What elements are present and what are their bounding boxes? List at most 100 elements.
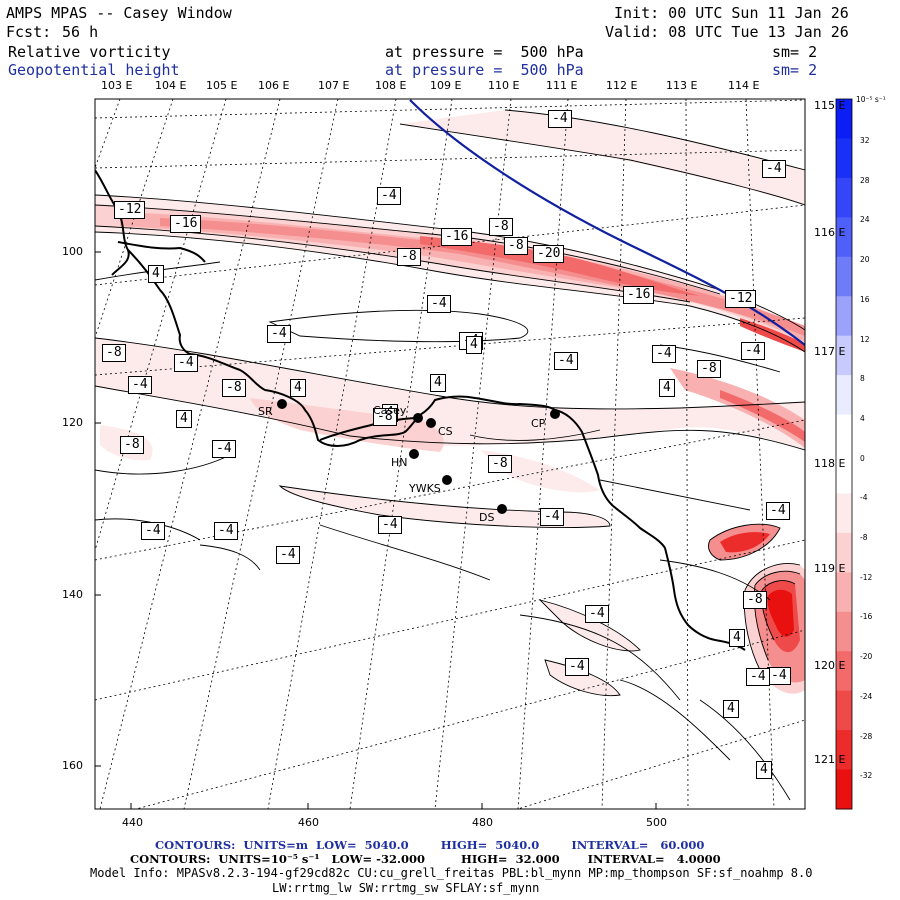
lon-label: 108 E — [375, 79, 407, 92]
colorbar-tick-label: -8 — [860, 533, 868, 542]
axis-ticks — [95, 251, 657, 809]
contour-label: -8 — [102, 344, 126, 362]
contour-label: -8 — [120, 436, 144, 454]
lon-label: 103 E — [101, 79, 133, 92]
parallel-line — [95, 149, 805, 169]
contour-label: -12 — [725, 290, 757, 308]
contour-label: -4 — [276, 546, 300, 564]
lon-label: 107 E — [318, 79, 350, 92]
colorbar-segment — [836, 177, 852, 218]
colorbar-segment — [836, 769, 852, 810]
colorbar-tick-label: 28 — [860, 175, 870, 185]
model-info-physics: LW:rrtmg_lw SW:rrtmg_sw SFLAY:sf_mynn — [272, 881, 540, 895]
station-hn-dot — [409, 449, 419, 459]
colorbar — [835, 98, 853, 810]
contour-label: 4 — [466, 336, 482, 354]
contour-label: -4 — [540, 508, 564, 526]
contour-label: -4 — [746, 668, 770, 686]
meridian-line — [601, 99, 627, 809]
field-2-name: Geopotential height — [8, 61, 180, 79]
station-cs-label: CS — [438, 425, 453, 438]
colorbar-tick-label: -4 — [860, 493, 868, 503]
parallel-line — [95, 204, 805, 286]
station-ywks-dot — [442, 475, 452, 485]
colorbar-segment — [836, 138, 852, 179]
contour-label: -8 — [373, 408, 397, 426]
lon-label: 110 E — [488, 79, 520, 92]
station-cs-dot — [426, 418, 436, 428]
y-axis-label: 140 — [62, 588, 83, 601]
colorbar-segment — [836, 375, 852, 416]
contour-label: -16 — [441, 228, 473, 246]
lon-label: 109 E — [430, 79, 462, 92]
meridian-line — [517, 99, 569, 809]
map-title: AMPS MPAS -- Casey Window — [6, 4, 232, 22]
colorbar-segment — [836, 572, 852, 613]
contour-label: -8 — [488, 455, 512, 473]
colorbar-tick-label: 16 — [860, 294, 870, 304]
lon-label: 106 E — [258, 79, 290, 92]
colorbar-segment — [836, 611, 852, 652]
colorbar-segment — [836, 217, 852, 258]
meridian-line — [685, 99, 689, 809]
lat-label: 121 E — [814, 753, 846, 766]
vorticity-contour-info: CONTOURS: UNITS=10⁻⁵ s⁻¹ LOW= -32.000 HI… — [130, 852, 721, 866]
x-axis-label: 460 — [298, 816, 319, 829]
meridian-line — [183, 99, 339, 809]
x-axis-label: 500 — [646, 816, 667, 829]
colorbar-segment — [836, 493, 852, 534]
map-layer — [95, 99, 805, 809]
field-1-level: at pressure = 500 hPa — [385, 43, 584, 61]
colorbar-segment — [836, 335, 852, 376]
x-axis-label: 440 — [122, 816, 143, 829]
graticule — [95, 99, 805, 809]
lat-label: 118 E — [814, 457, 846, 470]
colorbar-segment — [836, 651, 852, 692]
contour-label: -4 — [585, 605, 609, 623]
colorbar-unit: 10⁻⁵ s⁻¹ — [856, 95, 886, 104]
valid-time: Valid: 08 UTC Tue 13 Jan 26 — [605, 23, 849, 41]
contour-label: -4 — [267, 325, 291, 343]
colorbar-tick-label: 8 — [860, 374, 865, 384]
lon-label: 114 E — [728, 79, 760, 92]
y-axis-label: 100 — [62, 245, 83, 258]
forecast-hours: 56 h — [62, 23, 99, 41]
colorbar-tick-label: 12 — [860, 334, 870, 344]
contour-label: 4 — [430, 374, 446, 392]
colorbar-segment — [836, 256, 852, 297]
contour-label: -4 — [565, 658, 589, 676]
contour-label: 4 — [176, 410, 192, 428]
colorbar-tick-label: -16 — [860, 612, 873, 622]
meridian-line — [99, 99, 281, 809]
stations — [277, 399, 560, 514]
contour-label: 4 — [756, 761, 772, 779]
station-sr-label: SR — [258, 405, 273, 418]
contour-label: 4 — [659, 379, 675, 397]
contour-label: -4 — [212, 440, 236, 458]
contour-label: -20 — [533, 245, 565, 263]
lon-label: 112 E — [606, 79, 638, 92]
lon-label: 113 E — [666, 79, 698, 92]
contour-label: 4 — [729, 629, 745, 647]
contour-label: 4 — [723, 700, 739, 718]
lat-label: 117 E — [814, 345, 846, 358]
station-casey-label: Casey — [373, 404, 407, 417]
meridian-line — [745, 99, 775, 809]
colorbar-segment — [836, 532, 852, 573]
coastline — [95, 169, 746, 651]
parallel-line — [95, 419, 805, 561]
station-ds-label: DS — [479, 511, 495, 524]
contour-label: -4 — [141, 522, 165, 540]
contour-label: 4 — [148, 265, 164, 283]
colorbar-tick-label: -20 — [860, 652, 873, 662]
contour-label: -16 — [623, 286, 655, 304]
field-2-level: at pressure = 500 hPa — [385, 61, 584, 79]
contour-label: -4 — [377, 187, 401, 205]
contour-label: -8 — [504, 237, 528, 255]
lon-label: 111 E — [546, 79, 578, 92]
contour-label: -4 — [378, 516, 402, 534]
x-axis-label: 480 — [472, 816, 493, 829]
parallel-line — [95, 99, 805, 119]
y-axis-label: 160 — [62, 759, 83, 772]
forecast-label: Fcst: — [6, 23, 52, 41]
